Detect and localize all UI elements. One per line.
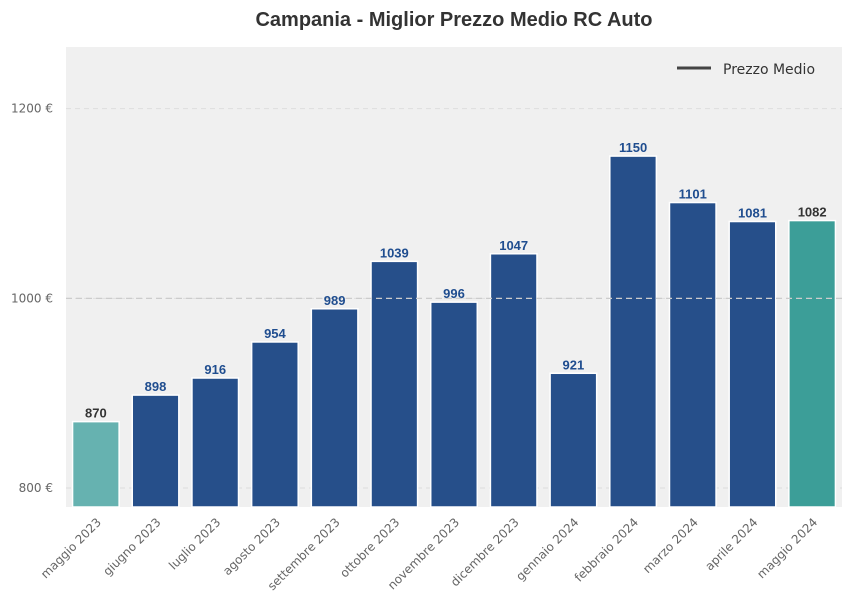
bar [250, 341, 299, 508]
x-tick-label: febbraio 2024 [572, 515, 641, 584]
bar [429, 301, 479, 508]
bar-value-label: 1150 [619, 140, 647, 155]
x-tick-label: maggio 2023 [38, 515, 104, 581]
bar-value-label: 1081 [738, 206, 767, 221]
x-tick-label: giugno 2023 [100, 515, 163, 578]
bars [71, 155, 837, 508]
y-axis-ticks: 800 € 1000 € 1200 € [11, 102, 53, 495]
x-tick-label: aprile 2024 [702, 515, 760, 573]
bar [609, 155, 658, 508]
x-tick-label: luglio 2023 [166, 515, 223, 572]
bar [310, 308, 359, 508]
bar-value-labels: 870 898 916 954 989 1039 996 1047 921 1150 1101 108… [85, 140, 827, 421]
bar [728, 220, 777, 508]
bar [788, 219, 837, 508]
bar-value-label: 870 [85, 406, 107, 421]
y-tick-label: 1000 € [11, 291, 53, 305]
bar [370, 260, 419, 508]
legend: Prezzo Medio [677, 62, 815, 78]
legend-label: Prezzo Medio [723, 62, 815, 78]
bar [489, 253, 538, 508]
bar-value-label: 989 [324, 293, 346, 308]
x-tick-label: agosto 2023 [220, 515, 283, 578]
x-tick-label: maggio 2024 [754, 515, 820, 581]
bar [71, 420, 120, 508]
bar [131, 394, 180, 508]
bar-value-label: 996 [443, 286, 465, 301]
bar-value-label: 916 [204, 362, 226, 377]
bar-value-label: 898 [145, 379, 167, 394]
bar [668, 201, 717, 508]
y-tick-label: 1200 € [11, 102, 53, 116]
bar-value-label: 1082 [798, 205, 827, 220]
bar-value-label: 921 [563, 357, 585, 372]
bar [191, 377, 240, 508]
x-tick-label: gennaio 2024 [513, 515, 581, 583]
x-tick-label: marzo 2024 [640, 515, 701, 576]
chart-title: Campania - Miglior Prezzo Medio RC Auto [255, 9, 652, 31]
bar-value-label: 1101 [679, 187, 707, 202]
bar-value-label: 1039 [380, 245, 409, 260]
bar-value-label: 1047 [499, 238, 528, 253]
bar [549, 372, 598, 508]
bar-value-label: 954 [264, 326, 286, 341]
y-tick-label: 800 € [19, 481, 53, 495]
x-tick-label: ottobre 2023 [337, 515, 402, 580]
